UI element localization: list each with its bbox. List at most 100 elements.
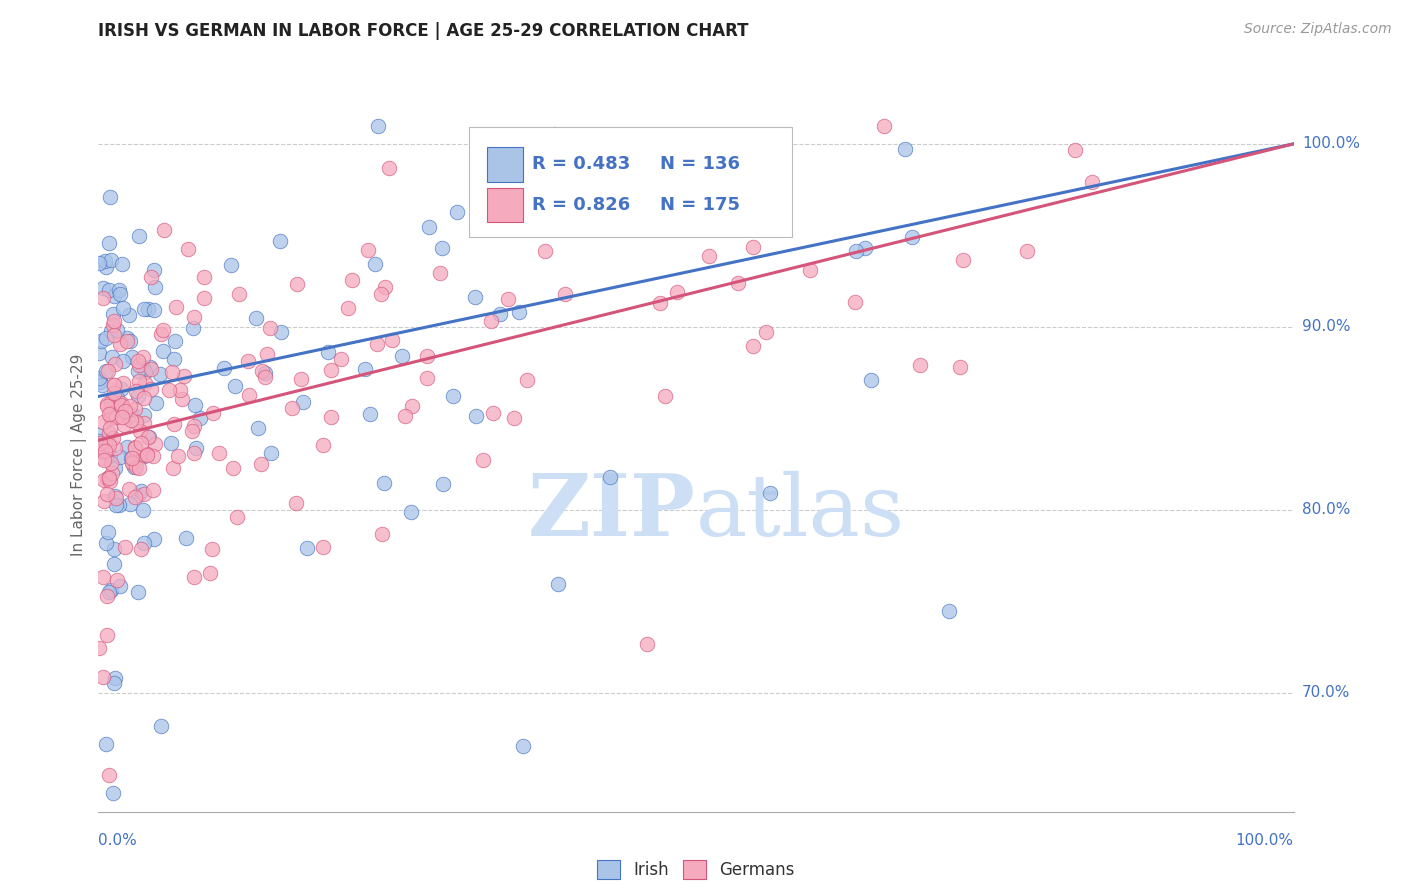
Point	[89, 434, 111, 448]
Point	[356, 243, 378, 257]
Point	[142, 533, 165, 547]
Point	[1081, 175, 1104, 189]
Point	[193, 291, 215, 305]
Point	[378, 161, 401, 175]
Point	[101, 431, 124, 445]
Point	[153, 223, 176, 237]
Point	[98, 407, 121, 421]
Point	[1017, 244, 1039, 258]
Point	[129, 484, 152, 499]
Point	[124, 415, 146, 429]
Point	[238, 354, 260, 368]
Point	[97, 364, 120, 378]
Point	[100, 582, 122, 597]
Point	[250, 364, 273, 378]
Point	[103, 542, 125, 557]
Point	[96, 487, 118, 501]
Point	[132, 503, 155, 517]
Point	[112, 417, 135, 432]
Point	[89, 428, 111, 442]
Point	[222, 460, 245, 475]
Point	[96, 589, 118, 603]
Point	[105, 573, 128, 587]
Point	[118, 399, 141, 413]
Point	[228, 287, 250, 301]
Point	[98, 425, 121, 440]
Point	[96, 437, 118, 451]
Point	[224, 379, 246, 393]
Point	[162, 461, 184, 475]
Point	[534, 244, 557, 258]
Point	[108, 337, 131, 351]
Point	[104, 498, 127, 512]
Point	[103, 313, 125, 327]
Point	[89, 375, 111, 389]
Point	[89, 375, 111, 389]
Point	[183, 321, 205, 335]
Point	[183, 570, 205, 584]
Point	[139, 382, 162, 396]
Point	[118, 482, 141, 496]
Point	[103, 377, 125, 392]
Point	[399, 505, 422, 519]
Point	[142, 483, 165, 497]
Point	[742, 339, 765, 353]
Point	[418, 220, 440, 235]
Point	[118, 308, 141, 322]
Point	[91, 450, 114, 465]
Point	[193, 270, 215, 285]
Point	[845, 244, 868, 259]
Point	[108, 402, 131, 417]
Point	[198, 566, 221, 581]
Point	[212, 361, 235, 376]
Point	[115, 331, 138, 345]
Point	[124, 441, 146, 455]
Text: 70.0%: 70.0%	[1302, 685, 1350, 700]
Point	[91, 378, 114, 392]
Point	[321, 410, 343, 425]
Point	[359, 407, 381, 421]
Point	[138, 430, 160, 444]
Point	[253, 370, 276, 384]
Point	[120, 413, 142, 427]
Point	[110, 398, 132, 412]
Point	[574, 220, 596, 235]
Point	[93, 570, 115, 584]
Point	[110, 382, 132, 396]
Point	[367, 119, 389, 133]
Point	[353, 362, 375, 376]
Point	[499, 195, 522, 210]
Point	[136, 430, 159, 444]
Point	[366, 337, 388, 351]
Point	[253, 366, 276, 380]
Point	[949, 360, 972, 375]
Point	[98, 474, 121, 488]
Point	[128, 424, 150, 438]
Point	[132, 302, 155, 317]
Point	[132, 486, 155, 500]
Point	[269, 234, 291, 248]
Point	[416, 349, 439, 363]
Point	[340, 273, 363, 287]
Point	[101, 466, 124, 480]
Point	[115, 440, 138, 454]
Point	[98, 283, 121, 297]
Point	[759, 486, 782, 500]
Point	[173, 368, 195, 383]
Point	[648, 296, 671, 310]
Point	[127, 354, 149, 368]
Point	[111, 409, 134, 424]
Point	[127, 584, 149, 599]
Point	[441, 388, 464, 402]
Point	[132, 449, 155, 463]
Point	[121, 455, 143, 469]
Point	[90, 443, 112, 458]
Point	[94, 253, 117, 268]
Point	[132, 408, 155, 422]
Y-axis label: In Labor Force | Age 25-29: In Labor Force | Age 25-29	[72, 354, 87, 556]
Point	[432, 476, 454, 491]
Point	[508, 305, 530, 319]
Point	[373, 476, 395, 491]
Point	[112, 376, 135, 390]
Point	[115, 334, 138, 348]
